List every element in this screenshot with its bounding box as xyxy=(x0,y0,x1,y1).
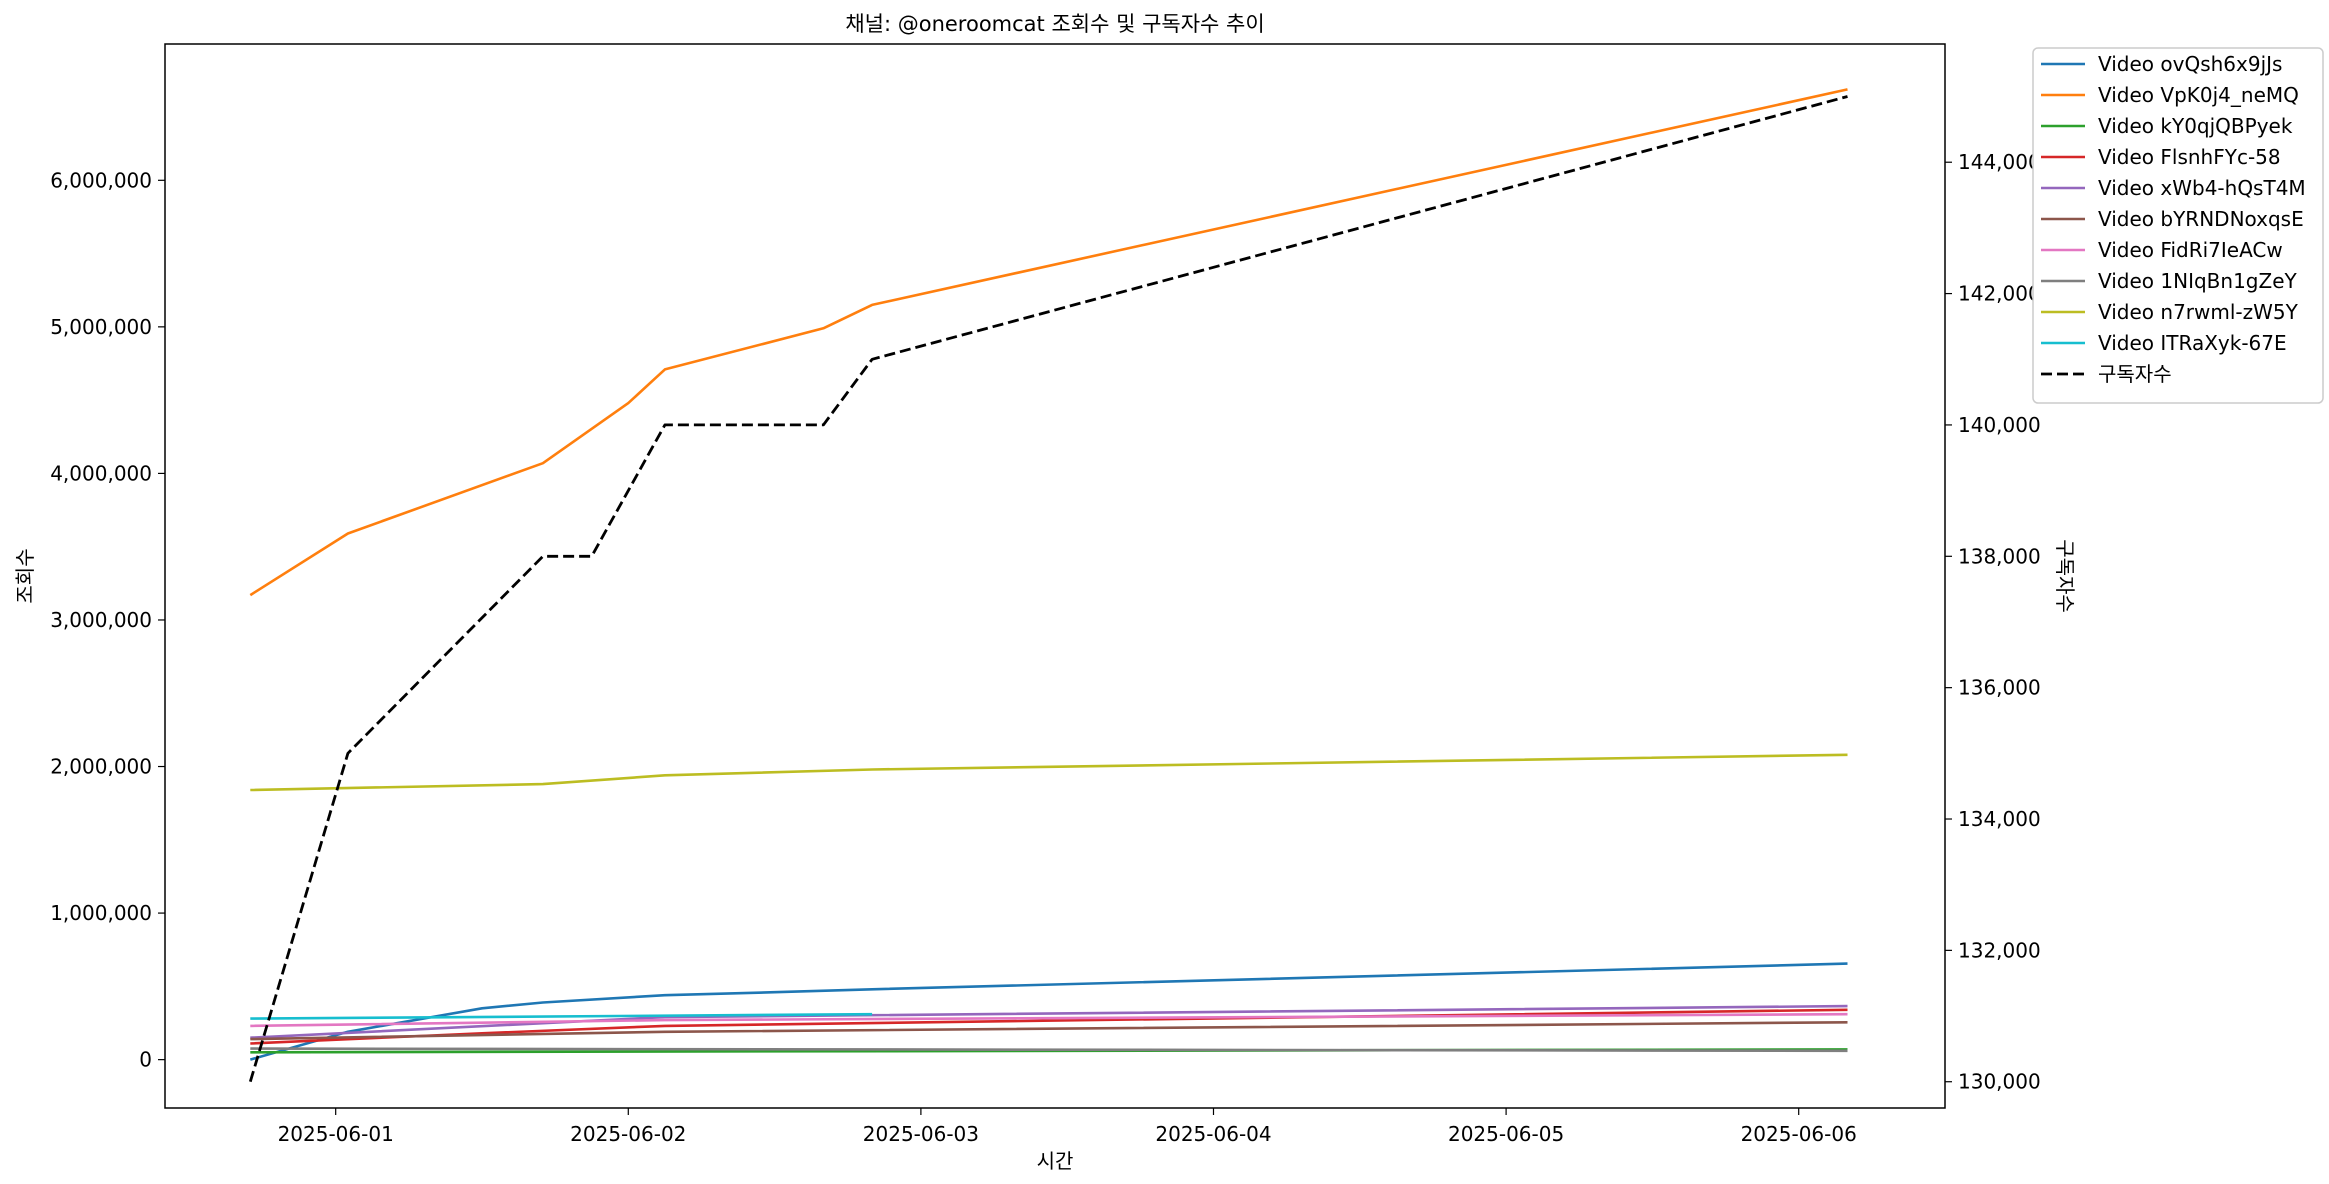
y-right-tick-label: 144,000 xyxy=(1958,150,2041,174)
y-right-tick-label: 132,000 xyxy=(1958,938,2041,962)
y-left-tick-label: 6,000,000 xyxy=(50,168,152,192)
series-line-6 xyxy=(250,1012,1848,1028)
y-right-tick-label: 138,000 xyxy=(1958,544,2041,568)
x-tick-label: 2025-06-06 xyxy=(1741,1122,1857,1146)
y-right-tick-label: 134,000 xyxy=(1958,807,2041,831)
x-tick-label: 2025-06-04 xyxy=(1155,1122,1271,1146)
y-left-tick-label: 3,000,000 xyxy=(50,608,152,632)
series-layer xyxy=(248,88,1848,1083)
y-right-tick-label: 142,000 xyxy=(1958,282,2041,306)
legend-label: Video VpK0j4_neMQ xyxy=(2098,83,2299,107)
x-tick-label: 2025-06-01 xyxy=(278,1122,394,1146)
x-axis-title: 시간 xyxy=(1037,1149,1074,1173)
y-left-axis-ticks: 0 1,000,000 2,000,000 3,000,000 4,000,000 5,0… xyxy=(50,168,165,1072)
legend-label: Video FlsnhFYc-58 xyxy=(2098,145,2281,169)
plot-area xyxy=(164,43,1946,1109)
y-left-tick-label: 5,000,000 xyxy=(50,315,152,339)
legend: Video ovQsh6x9jJs Video VpK0j4_neMQ Video … xyxy=(2032,47,2324,404)
y-left-tick-label: 2,000,000 xyxy=(50,755,152,779)
series-line-0 xyxy=(249,962,1848,1061)
series-line-9 xyxy=(250,1012,873,1020)
legend-label: Video 1NIqBn1gZeY xyxy=(2098,269,2297,293)
y-right-axis-title: 구독자수 xyxy=(2053,539,2077,613)
legend-box xyxy=(2032,47,2324,404)
y-right-tick-label: 136,000 xyxy=(1958,676,2041,700)
y-left-tick-label: 1,000,000 xyxy=(50,901,152,925)
series-line-5 xyxy=(250,1021,1848,1041)
x-tick-label: 2025-06-02 xyxy=(570,1122,686,1146)
legend-label: Video n7rwml-zW5Y xyxy=(2098,300,2299,324)
x-tick-label: 2025-06-05 xyxy=(1448,1122,1564,1146)
legend-label: Video xWb4-hQsT4M xyxy=(2098,176,2306,200)
chart-title: 채널: @oneroomcat 조회수 및 구독자수 추이 xyxy=(845,12,1264,36)
legend-label: Video kY0qjQBPyek xyxy=(2098,114,2293,138)
series-line-1 xyxy=(249,88,1848,597)
series-line-8 xyxy=(250,753,1848,792)
y-left-tick-label: 0 xyxy=(139,1048,152,1072)
series-line-7 xyxy=(250,1047,1848,1053)
y-left-axis-title: 조회수 xyxy=(13,548,37,603)
y-right-tick-label: 140,000 xyxy=(1958,413,2041,437)
series-line-4 xyxy=(250,1004,1848,1039)
series-line-10 xyxy=(248,95,1848,1083)
legend-label: Video ITRaXyk-67E xyxy=(2098,331,2287,355)
legend-label: Video FidRi7IeACw xyxy=(2098,238,2283,262)
x-tick-label: 2025-06-03 xyxy=(863,1122,979,1146)
legend-label: Video ovQsh6x9jJs xyxy=(2098,52,2282,76)
legend-label: Video bYRNDNoxqsE xyxy=(2098,207,2304,231)
y-right-axis-ticks: 130,000 132,000 134,000 136,000 138,000 140,0… xyxy=(1945,150,2041,1094)
y-left-tick-label: 4,000,000 xyxy=(50,461,152,485)
legend-label: 구독자수 xyxy=(2098,362,2172,386)
x-axis-ticks: 2025-06-01 2025-06-02 2025-06-03 2025-06-04… xyxy=(278,1108,1857,1146)
y-right-tick-label: 130,000 xyxy=(1958,1070,2041,1094)
